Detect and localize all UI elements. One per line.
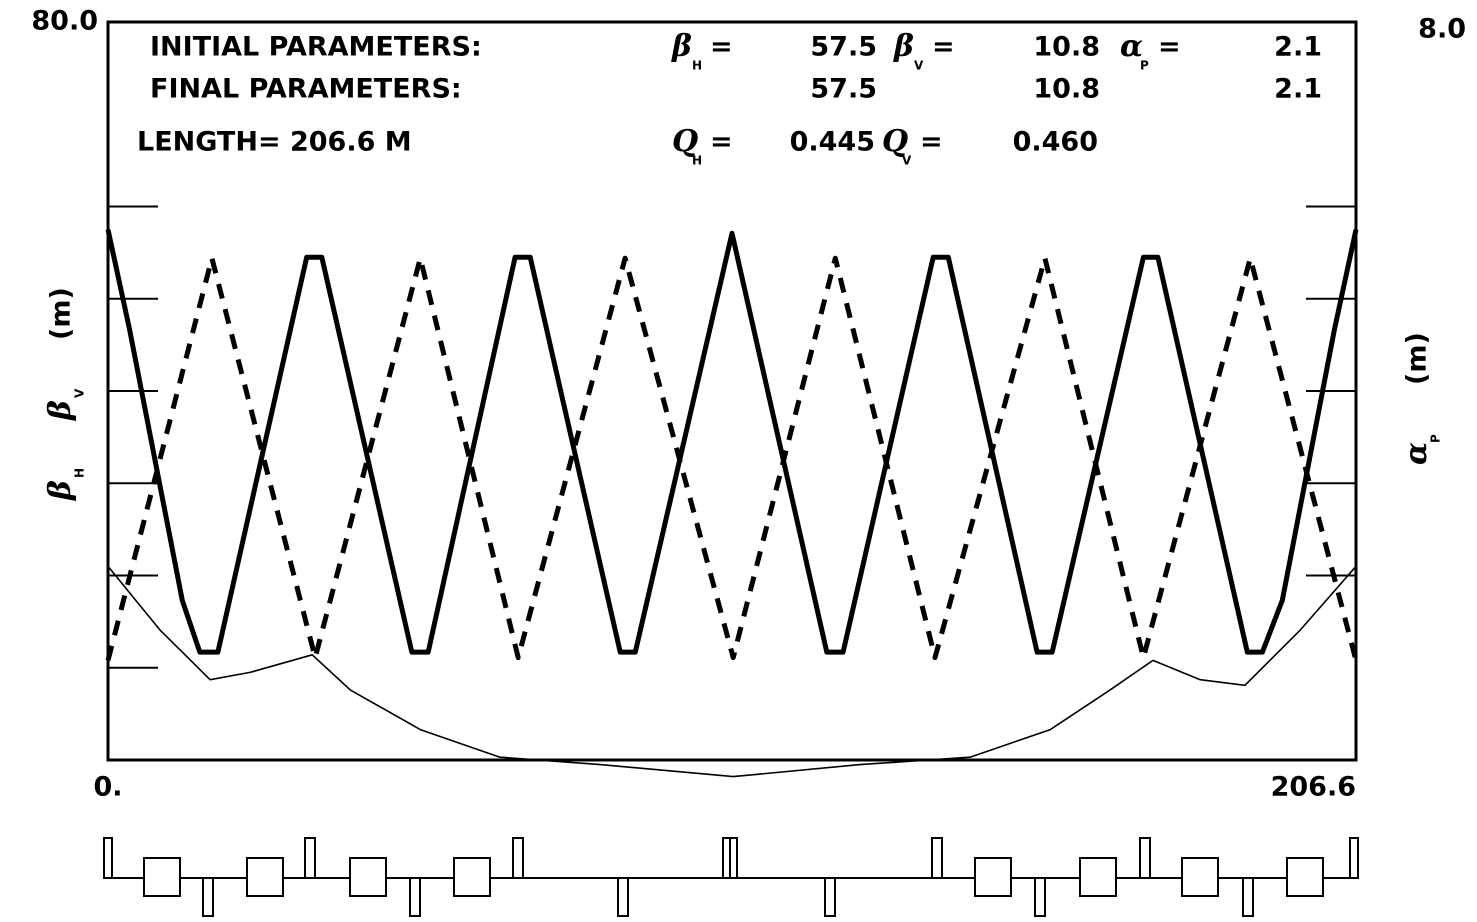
dipole bbox=[1286, 857, 1324, 897]
quad bbox=[1139, 837, 1151, 879]
axis-symbol: β bbox=[43, 400, 78, 421]
length-label: LENGTH= 206.6 M bbox=[137, 127, 412, 158]
symbol: β bbox=[671, 29, 692, 64]
quad bbox=[1349, 837, 1359, 879]
tune-value: 0.445 bbox=[790, 127, 875, 158]
symbol: α bbox=[1120, 29, 1143, 64]
axis-symbol-sub: P bbox=[1429, 434, 1443, 443]
param-initial: 2.1 bbox=[1274, 32, 1322, 63]
symbol: β bbox=[893, 29, 914, 64]
y-tick-label: 80.0 bbox=[31, 6, 98, 37]
quad bbox=[722, 837, 731, 879]
symbol-sub: H bbox=[692, 154, 702, 168]
symbol-sub: V bbox=[914, 59, 924, 73]
y2-tick-label: 8.0 bbox=[1418, 14, 1466, 45]
quad bbox=[512, 837, 524, 879]
lattice bbox=[103, 837, 1359, 917]
x-tick-label: 206.6 bbox=[1271, 772, 1356, 803]
axis-symbol-sub: V bbox=[73, 388, 87, 398]
dipole bbox=[1181, 857, 1219, 897]
quad bbox=[1242, 877, 1254, 917]
quad bbox=[729, 837, 738, 879]
axis-unit: (m) bbox=[46, 287, 77, 340]
axis-symbol-sub: H bbox=[73, 468, 87, 478]
dipole bbox=[349, 857, 387, 897]
equals: = bbox=[710, 127, 733, 158]
series-line bbox=[105, 229, 1359, 655]
param-initial: 57.5 bbox=[810, 32, 877, 63]
initial-label: INITIAL PARAMETERS: bbox=[150, 32, 482, 63]
axis-unit: (m) bbox=[1402, 332, 1433, 385]
symbol: Q bbox=[672, 124, 698, 159]
dipole bbox=[1079, 857, 1117, 897]
param-final: 57.5 bbox=[810, 74, 877, 105]
quad bbox=[304, 837, 316, 879]
series-line bbox=[107, 565, 1357, 778]
axis-symbol: β bbox=[43, 480, 78, 501]
quad bbox=[409, 877, 421, 917]
tune-value: 0.460 bbox=[1013, 127, 1098, 158]
series-line bbox=[105, 255, 1359, 662]
symbol-sub: V bbox=[902, 154, 912, 168]
dipole bbox=[143, 857, 181, 897]
symbol-sub: H bbox=[692, 59, 702, 73]
quad bbox=[1034, 877, 1046, 917]
quad bbox=[824, 877, 836, 917]
quad bbox=[617, 877, 629, 917]
quad bbox=[931, 837, 943, 879]
final-label: FINAL PARAMETERS: bbox=[150, 74, 462, 105]
dipole bbox=[246, 857, 284, 897]
dipole bbox=[974, 857, 1012, 897]
quad bbox=[202, 877, 214, 917]
axis-label: αP (m) bbox=[1399, 332, 1443, 465]
equals: = bbox=[932, 32, 955, 63]
equals: = bbox=[710, 32, 733, 63]
axis-symbol: α bbox=[1399, 442, 1434, 465]
param-final: 10.8 bbox=[1033, 74, 1100, 105]
equals: = bbox=[1158, 32, 1181, 63]
param-final: 2.1 bbox=[1274, 74, 1322, 105]
x-tick-label: 0. bbox=[93, 772, 122, 803]
equals: = bbox=[920, 127, 943, 158]
symbol-sub: P bbox=[1140, 59, 1149, 73]
quad bbox=[103, 837, 113, 879]
symbol: Q bbox=[882, 124, 908, 159]
param-initial: 10.8 bbox=[1033, 32, 1100, 63]
dipole bbox=[453, 857, 491, 897]
